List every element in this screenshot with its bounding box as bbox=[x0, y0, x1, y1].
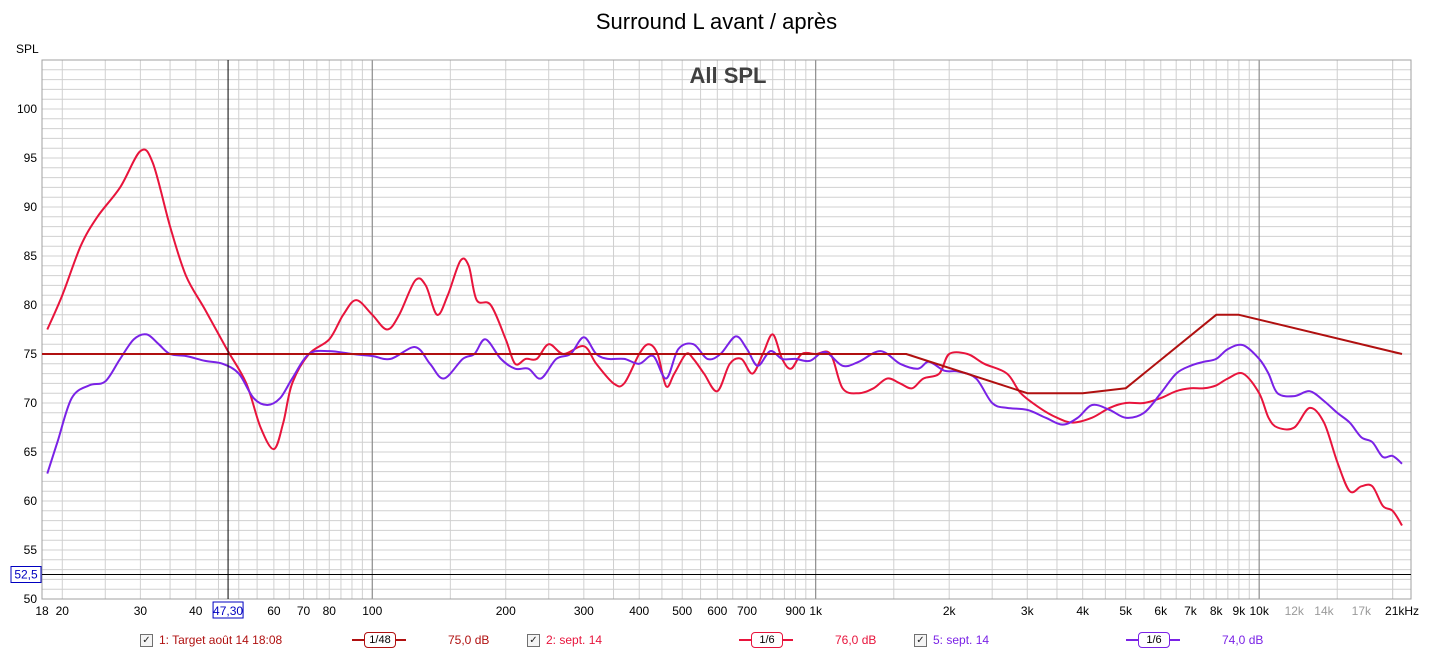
x-tick-label: 6k bbox=[1154, 604, 1168, 618]
series-line-2 bbox=[46, 148, 1403, 527]
x-tick-label: 4k bbox=[1076, 604, 1090, 618]
series-layer bbox=[42, 148, 1403, 527]
y-tick-label: 80 bbox=[24, 298, 38, 312]
x-tick-label: 2k bbox=[943, 604, 957, 618]
x-tick-label: 100 bbox=[362, 604, 382, 618]
x-tick-label: 14k bbox=[1314, 604, 1334, 618]
checkbox-icon[interactable]: ✓ bbox=[527, 633, 540, 647]
x-tick-label: 500 bbox=[672, 604, 692, 618]
legend-label: 5: sept. 14 bbox=[933, 633, 990, 647]
smoothing-badge[interactable]: 1/6 bbox=[1138, 632, 1170, 648]
plot-inner-title: All SPL bbox=[689, 63, 766, 88]
smoothing-badge[interactable]: 1/6 bbox=[751, 632, 783, 648]
x-tick-label: 70 bbox=[297, 604, 311, 618]
y-tick-label: 85 bbox=[24, 249, 38, 263]
legend-level: 76,0 dB bbox=[835, 633, 877, 647]
x-tick-label: 60 bbox=[267, 604, 281, 618]
legend-label: 1: Target août 14 18:08 bbox=[159, 633, 283, 647]
x-tick-label: 1k bbox=[809, 604, 823, 618]
legend-item-target[interactable]: ✓ 1: Target août 14 18:08 bbox=[140, 630, 282, 650]
y-axis-ticks: 50 55 60 65 70 75 80 85 90 95 100 bbox=[17, 102, 37, 606]
plot-frame bbox=[41, 59, 1412, 600]
x-tick-label: 3k bbox=[1021, 604, 1035, 618]
checkbox-icon[interactable]: ✓ bbox=[140, 633, 153, 647]
series-line-3 bbox=[46, 333, 1403, 474]
x-tick-label: 80 bbox=[323, 604, 337, 618]
cursor-x-readout: 47,30 bbox=[213, 604, 243, 618]
y-tick-label: 60 bbox=[24, 494, 38, 508]
x-tick-label: 400 bbox=[629, 604, 649, 618]
smoothing-badge[interactable]: 1/48 bbox=[364, 632, 396, 648]
cursor-y-readout: 52,5 bbox=[14, 568, 38, 582]
y-tick-label: 90 bbox=[24, 200, 38, 214]
y-tick-label: 95 bbox=[24, 151, 38, 165]
y-tick-label: 65 bbox=[24, 445, 38, 459]
x-axis-ticks: 18 20 30 40 60 70 80 100 200 300 400 500 600 700 900 1k… bbox=[35, 604, 1419, 618]
x-tick-label: 200 bbox=[496, 604, 516, 618]
x-tick-label: 300 bbox=[574, 604, 594, 618]
major-grid bbox=[371, 60, 1260, 599]
series-line-1 bbox=[42, 313, 1403, 395]
x-tick-label: 21kHz bbox=[1385, 604, 1419, 618]
x-tick-label: 900 bbox=[785, 604, 805, 618]
x-tick-label: 10k bbox=[1249, 604, 1269, 618]
x-tick-label: 600 bbox=[707, 604, 727, 618]
x-tick-label: 30 bbox=[134, 604, 148, 618]
y-tick-label: 100 bbox=[17, 102, 37, 116]
y-tick-label: 55 bbox=[24, 543, 38, 557]
y-tick-label: 75 bbox=[24, 347, 38, 361]
chart-title: Surround L avant / après bbox=[595, 9, 838, 34]
legend-label: 2: sept. 14 bbox=[546, 633, 603, 647]
legend-item-sept14-red[interactable]: ✓ 2: sept. 14 bbox=[527, 630, 602, 650]
y-tick-label: 70 bbox=[24, 396, 38, 410]
x-tick-label: 9k bbox=[1233, 604, 1247, 618]
minor-grid bbox=[42, 59, 1411, 600]
checkbox-icon[interactable]: ✓ bbox=[914, 633, 927, 647]
x-tick-label: 12k bbox=[1285, 604, 1305, 618]
x-tick-label: 700 bbox=[737, 604, 757, 618]
x-tick-label: 17k bbox=[1352, 604, 1372, 618]
legend-level: 74,0 dB bbox=[1222, 633, 1264, 647]
x-tick-label: 8k bbox=[1210, 604, 1224, 618]
x-tick-label: 20 bbox=[56, 604, 70, 618]
x-tick-label: 7k bbox=[1184, 604, 1198, 618]
legend-level: 75,0 dB bbox=[448, 633, 490, 647]
x-tick-label: 40 bbox=[189, 604, 203, 618]
x-tick-label: 5k bbox=[1119, 604, 1133, 618]
y-tick-label: 50 bbox=[24, 592, 38, 606]
cursor-y-box bbox=[10, 566, 42, 583]
legend-item-sept14-purple[interactable]: ✓ 5: sept. 14 bbox=[914, 630, 989, 650]
x-tick-label: 18 bbox=[35, 604, 49, 618]
y-axis-label: SPL bbox=[16, 42, 39, 56]
cursor-layer[interactable]: 47,30 52,5 bbox=[10, 60, 1411, 619]
cursor-x-box bbox=[212, 601, 244, 619]
